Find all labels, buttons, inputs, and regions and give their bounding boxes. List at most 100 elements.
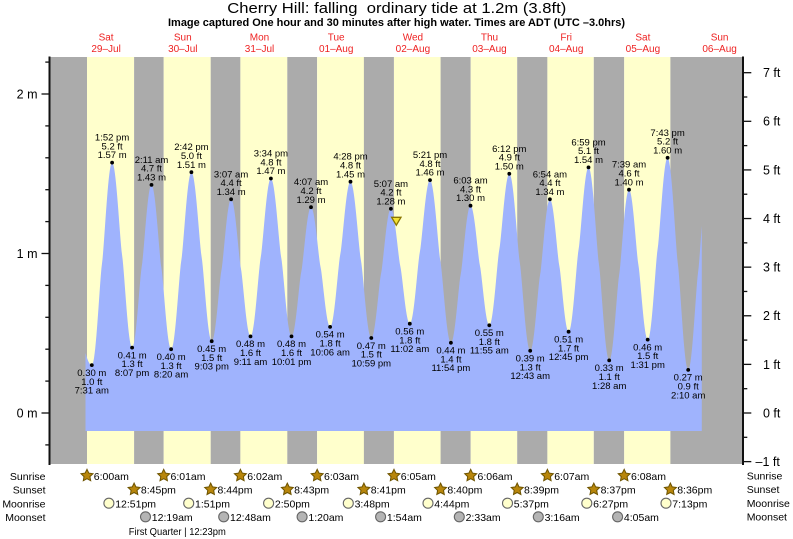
svg-text:5 ft: 5 ft bbox=[763, 163, 781, 177]
svg-text:6:06am: 6:06am bbox=[478, 471, 513, 483]
svg-text:1.30 m: 1.30 m bbox=[456, 193, 485, 204]
svg-text:5.0 ft: 5.0 ft bbox=[181, 151, 202, 162]
svg-text:8:45pm: 8:45pm bbox=[141, 485, 176, 497]
svg-text:4.4 ft: 4.4 ft bbox=[221, 178, 242, 189]
svg-text:0.40 m: 0.40 m bbox=[157, 352, 186, 363]
svg-text:3 ft: 3 ft bbox=[763, 261, 781, 275]
svg-text:3:48pm: 3:48pm bbox=[355, 499, 390, 511]
svg-text:12:19am: 12:19am bbox=[152, 512, 193, 524]
svg-text:0.54 m: 0.54 m bbox=[316, 330, 345, 341]
svg-text:1.0 ft: 1.0 ft bbox=[81, 377, 102, 388]
svg-text:1.5 ft: 1.5 ft bbox=[637, 351, 658, 362]
svg-text:8:07 pm: 8:07 pm bbox=[115, 368, 149, 379]
svg-text:06–Aug: 06–Aug bbox=[702, 44, 736, 55]
svg-text:3:34 pm: 3:34 pm bbox=[254, 149, 288, 160]
svg-text:04–Aug: 04–Aug bbox=[549, 44, 583, 55]
svg-text:Thu: Thu bbox=[481, 32, 498, 43]
svg-text:0.56 m: 0.56 m bbox=[395, 327, 424, 338]
svg-text:8:39pm: 8:39pm bbox=[524, 485, 559, 497]
svg-text:0.33 m: 0.33 m bbox=[595, 363, 624, 374]
svg-text:5:21 pm: 5:21 pm bbox=[413, 150, 447, 161]
svg-text:2:10 am: 2:10 am bbox=[671, 390, 705, 401]
svg-text:6:05am: 6:05am bbox=[401, 471, 436, 483]
svg-text:0.44 m: 0.44 m bbox=[436, 346, 465, 357]
svg-text:1.60 m: 1.60 m bbox=[653, 145, 682, 156]
svg-text:0.30 m: 0.30 m bbox=[77, 368, 106, 379]
svg-text:Sun: Sun bbox=[174, 32, 192, 43]
svg-text:8:43pm: 8:43pm bbox=[294, 485, 329, 497]
svg-text:Sunset: Sunset bbox=[747, 484, 780, 496]
svg-text:10:06 am: 10:06 am bbox=[310, 347, 350, 358]
svg-text:2:50pm: 2:50pm bbox=[275, 499, 310, 511]
svg-text:8:37pm: 8:37pm bbox=[601, 485, 636, 497]
svg-text:5:37pm: 5:37pm bbox=[514, 499, 549, 511]
svg-text:1:51pm: 1:51pm bbox=[195, 499, 230, 511]
svg-text:2:11 am: 2:11 am bbox=[135, 155, 169, 166]
svg-text:Moonset: Moonset bbox=[5, 512, 45, 524]
svg-text:6:07am: 6:07am bbox=[554, 471, 589, 483]
svg-text:29–Jul: 29–Jul bbox=[91, 44, 120, 55]
svg-text:1.8 ft: 1.8 ft bbox=[399, 335, 420, 346]
svg-text:5.2 ft: 5.2 ft bbox=[657, 137, 678, 148]
svg-text:8:40pm: 8:40pm bbox=[447, 485, 482, 497]
svg-text:Fri: Fri bbox=[560, 32, 572, 43]
svg-text:1.50 m: 1.50 m bbox=[495, 161, 524, 172]
svg-text:7:43 pm: 7:43 pm bbox=[650, 128, 684, 139]
svg-text:–1 ft: –1 ft bbox=[756, 455, 781, 469]
svg-text:4.6 ft: 4.6 ft bbox=[618, 169, 639, 180]
svg-text:1.7 ft: 1.7 ft bbox=[558, 343, 579, 354]
svg-text:1:54am: 1:54am bbox=[387, 512, 422, 524]
svg-text:1.6 ft: 1.6 ft bbox=[281, 348, 302, 359]
svg-text:8:41pm: 8:41pm bbox=[371, 485, 406, 497]
svg-text:8:20 am: 8:20 am bbox=[154, 370, 188, 381]
svg-text:6 ft: 6 ft bbox=[763, 115, 781, 129]
svg-text:6:59 pm: 6:59 pm bbox=[571, 137, 605, 148]
svg-text:5:07 am: 5:07 am bbox=[374, 179, 408, 190]
svg-text:03–Aug: 03–Aug bbox=[472, 44, 506, 55]
svg-text:12:45 pm: 12:45 pm bbox=[549, 352, 589, 363]
svg-text:1.3 ft: 1.3 ft bbox=[122, 359, 143, 370]
svg-text:0 m: 0 m bbox=[17, 406, 38, 420]
svg-text:4:07 am: 4:07 am bbox=[294, 177, 328, 188]
svg-text:Sat: Sat bbox=[99, 32, 114, 43]
svg-text:12:43 am: 12:43 am bbox=[510, 371, 550, 382]
svg-text:4.3 ft: 4.3 ft bbox=[460, 185, 481, 196]
svg-text:1 ft: 1 ft bbox=[763, 358, 781, 372]
svg-text:10:01 pm: 10:01 pm bbox=[272, 357, 312, 368]
svg-text:12:51pm: 12:51pm bbox=[115, 499, 156, 511]
svg-text:4.8 ft: 4.8 ft bbox=[419, 159, 440, 170]
svg-text:8:36pm: 8:36pm bbox=[677, 485, 712, 497]
svg-text:Sunrise: Sunrise bbox=[10, 471, 46, 483]
svg-text:Sun: Sun bbox=[711, 32, 729, 43]
svg-text:30–Jul: 30–Jul bbox=[168, 44, 197, 55]
svg-text:Moonrise: Moonrise bbox=[2, 499, 45, 511]
svg-text:4.4 ft: 4.4 ft bbox=[539, 178, 560, 189]
svg-text:1 m: 1 m bbox=[17, 247, 38, 261]
svg-text:7:13pm: 7:13pm bbox=[672, 499, 707, 511]
svg-text:6:00am: 6:00am bbox=[94, 471, 129, 483]
svg-text:Sunrise: Sunrise bbox=[747, 470, 783, 482]
svg-text:0.51 m: 0.51 m bbox=[554, 335, 583, 346]
svg-text:1.5 ft: 1.5 ft bbox=[201, 353, 222, 364]
svg-text:2 m: 2 m bbox=[17, 87, 38, 101]
svg-text:0.41 m: 0.41 m bbox=[118, 350, 147, 361]
svg-text:4:44pm: 4:44pm bbox=[434, 499, 469, 511]
svg-text:Mon: Mon bbox=[250, 32, 269, 43]
svg-text:0.39 m: 0.39 m bbox=[516, 354, 545, 365]
svg-text:1.34 m: 1.34 m bbox=[535, 187, 564, 198]
svg-text:11:55 am: 11:55 am bbox=[470, 346, 509, 357]
svg-text:4.2 ft: 4.2 ft bbox=[300, 186, 321, 197]
svg-text:8:44pm: 8:44pm bbox=[218, 485, 253, 497]
svg-text:4.2 ft: 4.2 ft bbox=[380, 188, 401, 199]
svg-text:01–Aug: 01–Aug bbox=[319, 44, 353, 55]
svg-text:1.43 m: 1.43 m bbox=[137, 173, 166, 184]
svg-text:0.55 m: 0.55 m bbox=[475, 328, 504, 339]
svg-text:7:39 am: 7:39 am bbox=[612, 160, 646, 171]
svg-text:1.3 ft: 1.3 ft bbox=[520, 362, 541, 373]
svg-text:1.34 m: 1.34 m bbox=[217, 187, 246, 198]
svg-text:1.3 ft: 1.3 ft bbox=[161, 361, 182, 372]
svg-text:0.46 m: 0.46 m bbox=[633, 342, 662, 353]
svg-text:4.8 ft: 4.8 ft bbox=[260, 157, 281, 168]
svg-text:1:31 pm: 1:31 pm bbox=[631, 360, 665, 371]
svg-text:1.8 ft: 1.8 ft bbox=[479, 337, 500, 348]
